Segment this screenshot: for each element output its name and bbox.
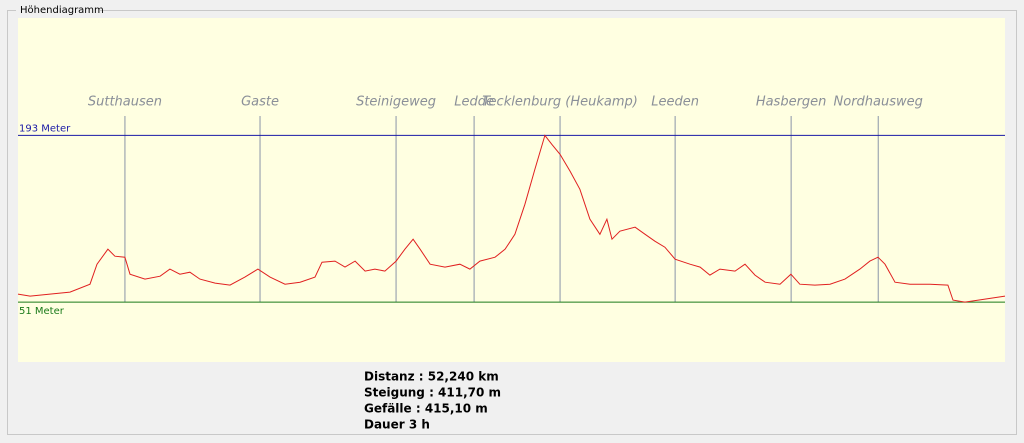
stat-line: Steigung : 411,70 m: [364, 386, 501, 400]
plot-area: [18, 18, 1005, 362]
waypoint-label: Leeden: [651, 95, 699, 110]
waypoint-label: Nordhausweg: [834, 95, 923, 110]
group-box: [7, 10, 1017, 435]
waypoint-label: Hasbergen: [756, 95, 827, 110]
stat-line: Gefälle : 415,10 m: [364, 402, 488, 416]
elevation-line: [17, 134, 1006, 303]
panel-title: Höhendiagramm: [20, 5, 104, 16]
waypoint-label: Tecklenburg (Heukamp): [482, 95, 638, 110]
reference-label: 51 Meter: [19, 306, 65, 317]
group-box-gap: [16, 4, 100, 16]
waypoint-label: Steinigeweg: [356, 95, 436, 110]
waypoint-label: Sutthausen: [88, 95, 162, 110]
waypoint-label: Gaste: [241, 95, 279, 110]
stat-line: Distanz : 52,240 km: [364, 370, 499, 384]
reference-label: 193 Meter: [19, 123, 71, 134]
stat-line: Dauer 3 h: [364, 418, 430, 432]
waypoint-label: Ledde: [454, 95, 494, 110]
